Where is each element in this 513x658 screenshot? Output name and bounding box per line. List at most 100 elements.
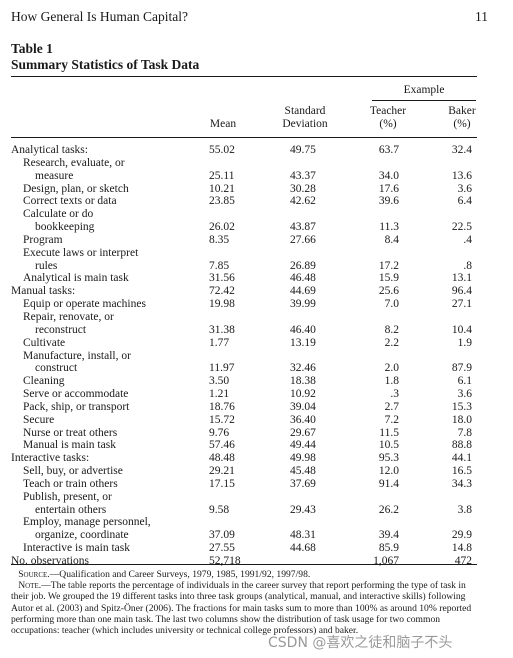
row-label: reconstruct (35, 323, 87, 336)
cell-mean: 11.97 (209, 362, 235, 375)
row-label: organize, coordinate (35, 529, 129, 542)
cell-baker: 1.9 (457, 336, 472, 349)
col-header-mean: Mean (198, 118, 248, 131)
row-label: Employ, manage personnel, (23, 516, 151, 529)
cell-sd: 39.99 (290, 298, 316, 311)
cell-mean: 9.76 (209, 426, 230, 439)
row-label: Correct texts or data (23, 195, 117, 208)
cell-mean: 7.85 (209, 259, 230, 272)
bottom-rule (11, 564, 477, 565)
cell-mean: 31.56 (209, 272, 235, 285)
table-label: Table 1 (11, 41, 53, 56)
table-row: Repair, renovate, or (0, 311, 513, 324)
row-label: Teach or train others (23, 477, 118, 490)
cell-mean: 8.35 (209, 233, 230, 246)
cell-mean: 1.21 (209, 388, 230, 401)
cell-sd: 43.87 (290, 221, 316, 234)
cell-teacher: 15.9 (378, 272, 399, 285)
table-row: Cultivate 1.77 13.19 2.2 1.9 (0, 337, 513, 350)
row-label: Manufacture, install, or (23, 349, 131, 362)
cell-mean: 15.72 (209, 413, 235, 426)
cell-baker: 7.8 (457, 426, 472, 439)
cell-sd: 26.89 (290, 259, 316, 272)
cell-baker: 14.8 (451, 542, 472, 555)
table-notes: Source.—Qualification and Career Surveys… (11, 569, 481, 636)
row-label: Cultivate (23, 336, 66, 349)
col-header-teacher-line2: (%) (379, 118, 397, 130)
note-label: Note. (18, 580, 42, 592)
table-row: entertain others 9.58 29.43 26.2 3.8 (0, 504, 513, 517)
cell-teacher: 2.2 (384, 336, 399, 349)
note-text: —The table reports the percentage of ind… (11, 580, 472, 637)
row-label: Cleaning (23, 375, 65, 388)
cell-mean: 17.15 (209, 477, 235, 490)
cell-mean: 29.21 (209, 465, 235, 478)
table-row: bookkeeping 26.02 43.87 11.3 22.5 (0, 221, 513, 234)
cell-baker: 18.0 (451, 413, 472, 426)
cell-teacher: 85.9 (378, 542, 399, 555)
row-label: Repair, renovate, or (23, 310, 114, 323)
row-label: Interactive is main task (23, 542, 130, 555)
example-underline (372, 100, 476, 101)
cell-sd: 42.62 (290, 195, 316, 208)
cell-baker: 3.8 (457, 503, 472, 516)
cell-mean: 25.11 (209, 169, 235, 182)
col-header-teacher: Teacher (%) (362, 105, 414, 131)
cell-mean: 27.55 (209, 542, 235, 555)
cell-teacher: 2.0 (384, 362, 399, 375)
table-row: reconstruct 31.38 46.40 8.2 10.4 (0, 324, 513, 337)
cell-mean: 1.77 (209, 336, 230, 349)
cell-sd: 43.37 (290, 169, 316, 182)
cell-sd: 13.19 (290, 336, 316, 349)
cell-mean: 48.48 (209, 452, 235, 465)
cell-sd: 27.66 (290, 233, 316, 246)
example-header: Example (403, 84, 445, 96)
cell-baker: 87.9 (451, 362, 472, 375)
cell-sd: 18.38 (290, 375, 316, 388)
cell-sd: 37.69 (290, 477, 316, 490)
cell-sd: 36.40 (290, 413, 316, 426)
cell-mean: 26.02 (209, 221, 235, 234)
cell-baker: 29.9 (451, 529, 472, 542)
table-row: Teach or train others 17.15 37.69 91.4 34.3 (0, 478, 513, 491)
cell-mean: 57.46 (209, 439, 235, 452)
table-row: Nurse or treat others 9.76 29.67 11.5 7.8 (0, 427, 513, 440)
col-header-sd: Standard Deviation (272, 105, 338, 131)
col-header-baker: Baker (%) (440, 105, 484, 131)
table-row: Sell, buy, or advertise 29.21 45.48 12.0 16.… (0, 465, 513, 478)
row-label: Serve or accommodate (23, 388, 129, 401)
table-caption: Summary Statistics of Task Data (11, 57, 200, 72)
header-rule (11, 137, 477, 138)
cell-baker: 15.3 (451, 400, 472, 413)
col-header-baker-line2: (%) (453, 118, 471, 130)
table-row: Analytical tasks: 55.02 49.75 63.7 32.4 (0, 144, 513, 157)
row-label: Publish, present, or (23, 490, 112, 503)
cell-baker: .4 (463, 233, 472, 246)
cell-mean: 18.76 (209, 400, 235, 413)
row-label: entertain others (35, 503, 107, 516)
row-label: construct (35, 362, 78, 375)
cell-baker: 22.5 (451, 221, 472, 234)
cell-sd: 29.43 (290, 503, 316, 516)
row-label: measure (35, 169, 74, 182)
cell-baker: 6.4 (457, 195, 472, 208)
cell-teacher: 11.3 (379, 221, 399, 234)
cell-mean: 9.58 (209, 503, 230, 516)
row-label: Secure (23, 413, 55, 426)
cell-teacher: 26.2 (378, 503, 399, 516)
row-label: Equip or operate machines (23, 298, 146, 311)
running-head: How General Is Human Capital? (11, 9, 188, 24)
col-header-mean-label: Mean (209, 118, 237, 130)
table-row: Serve or accommodate 1.21 10.92 .3 3.6 (0, 388, 513, 401)
table-row: Cleaning 3.50 18.38 1.8 6.1 (0, 375, 513, 388)
cell-sd: 49.98 (290, 452, 316, 465)
cell-mean: 52,718 (209, 555, 241, 567)
table-row: measure 25.11 43.37 34.0 13.6 (0, 170, 513, 183)
table-row: Equip or operate machines 19.98 39.99 7.0 27… (0, 298, 513, 311)
row-label: Execute laws or interpret (23, 246, 139, 259)
cell-teacher: .3 (390, 388, 399, 401)
cell-teacher: 7.2 (384, 413, 399, 426)
source-note: Source.—Qualification and Career Surveys… (11, 569, 481, 580)
table-row: Manual tasks: 72.42 44.69 25.6 96.4 (0, 285, 513, 298)
